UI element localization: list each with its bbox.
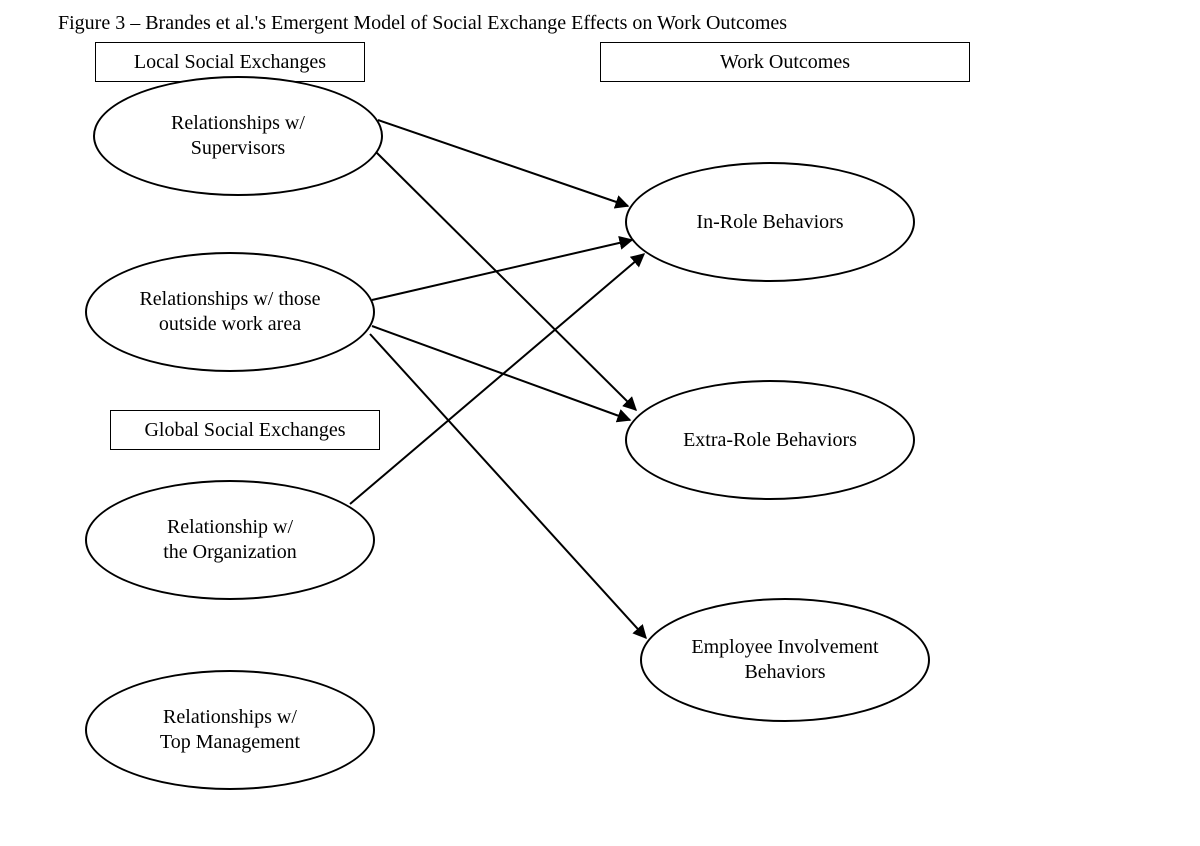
box-work: Work Outcomes <box>600 42 970 82</box>
figure-title: Figure 3 – Brandes et al.'s Emergent Mod… <box>58 12 787 35</box>
n-supervisors: Relationships w/Supervisors <box>93 76 383 196</box>
edge-n-outside-to-n-empinv <box>370 334 646 638</box>
edge-n-outside-to-n-extrarole <box>372 326 630 420</box>
diagram-canvas: Figure 3 – Brandes et al.'s Emergent Mod… <box>0 0 1200 846</box>
edge-n-supervisors-to-n-extrarole <box>376 152 636 410</box>
n-topmgmt: Relationships w/Top Management <box>85 670 375 790</box>
edge-n-outside-to-n-inrole <box>372 240 632 300</box>
n-outside: Relationships w/ thoseoutside work area <box>85 252 375 372</box>
edge-n-supervisors-to-n-inrole <box>378 120 628 206</box>
n-inrole: In-Role Behaviors <box>625 162 915 282</box>
n-org: Relationship w/the Organization <box>85 480 375 600</box>
n-extrarole: Extra-Role Behaviors <box>625 380 915 500</box>
n-empinv: Employee InvolvementBehaviors <box>640 598 930 722</box>
edge-n-org-to-n-inrole <box>350 254 644 504</box>
box-global: Global Social Exchanges <box>110 410 380 450</box>
